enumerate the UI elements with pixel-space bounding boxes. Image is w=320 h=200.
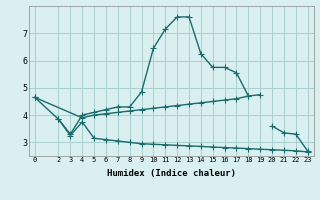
X-axis label: Humidex (Indice chaleur): Humidex (Indice chaleur) — [107, 169, 236, 178]
